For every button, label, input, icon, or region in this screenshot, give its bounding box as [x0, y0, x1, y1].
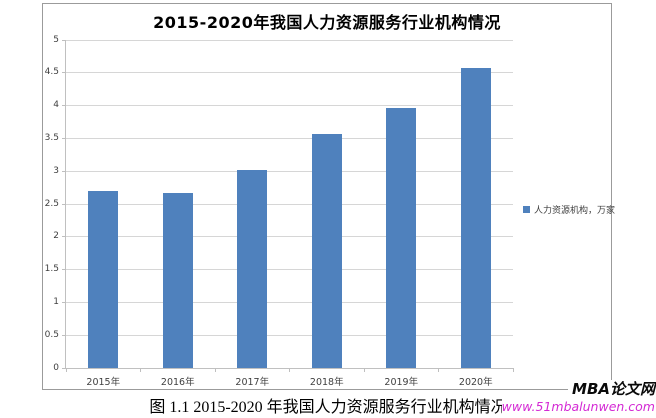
x-axis-tick-mark: [140, 368, 141, 372]
bar-2016年: [162, 192, 193, 368]
legend-marker-swatch: [523, 206, 530, 213]
gridline: [66, 39, 513, 41]
x-axis-tick-label: 2019年: [384, 377, 419, 388]
y-axis-tick-mark: [62, 269, 66, 271]
gridline: [66, 269, 513, 271]
gridline: [66, 170, 513, 172]
y-axis-tick-label: 0.5: [44, 329, 59, 340]
y-axis-tick-mark: [62, 72, 66, 74]
y-axis-tick-mark: [62, 203, 66, 205]
chart-title: 2015-2020年我国人力资源服务行业机构情况: [153, 13, 501, 32]
y-axis-tick-mark: [62, 236, 66, 238]
bar-2017年: [237, 169, 268, 368]
x-axis-tick-label: 2018年: [309, 377, 344, 388]
y-axis-tick-label: 0: [53, 362, 59, 373]
gridline: [66, 301, 513, 303]
bar-2020年: [460, 67, 491, 368]
y-axis-tick-label: 5: [53, 34, 59, 45]
watermark-url: www.51mbalunwen.com: [501, 399, 655, 414]
x-axis-tick-mark: [438, 368, 439, 372]
y-axis-tick-mark: [62, 137, 66, 139]
y-axis-tick-label: 3: [53, 165, 59, 176]
y-axis-tick-label: 3.5: [44, 132, 59, 143]
gridline: [66, 236, 513, 238]
legend-label: 人力资源机构，万家: [534, 206, 616, 216]
x-axis-tick-label: 2016年: [160, 377, 195, 388]
x-axis-tick-mark: [214, 368, 216, 372]
y-axis-tick-mark: [62, 39, 66, 41]
x-axis-tick-label: 2015年: [86, 377, 121, 388]
legend: 人力资源机构，万家: [523, 203, 615, 216]
gridline: [66, 105, 513, 107]
x-axis-tick-mark: [289, 368, 290, 372]
gridline: [66, 334, 513, 336]
y-axis-tick-label: 4: [53, 100, 59, 111]
x-axis-tick-mark: [65, 368, 67, 372]
y-axis-tick-label: 1.5: [44, 264, 59, 275]
y-axis-tick-mark: [62, 170, 66, 172]
y-axis-tick-mark: [62, 105, 66, 107]
y-axis-tick-mark: [62, 367, 66, 369]
x-axis-tick-mark: [363, 368, 365, 372]
bar-2015年: [88, 190, 119, 368]
y-axis-tick-label: 4.5: [44, 67, 59, 78]
x-axis-tick-label: 2017年: [235, 377, 270, 388]
y-axis-tick-label: 2: [53, 231, 59, 242]
x-axis-tick-mark: [512, 368, 514, 372]
gridline: [66, 203, 513, 205]
bar-2018年: [311, 133, 342, 368]
y-axis-tick-mark: [62, 301, 66, 303]
gridline: [66, 72, 513, 74]
y-axis-tick-mark: [62, 334, 66, 336]
gridline: [66, 137, 513, 139]
bar-2019年: [386, 108, 417, 368]
x-axis-tick-label: 2020年: [458, 377, 493, 388]
figure-caption: 图 1.1 2015-2020 年我国人力资源服务行业机构情况: [149, 399, 507, 416]
y-axis-tick-label: 2.5: [44, 198, 59, 209]
watermark-site-name: MBA论文网: [568, 380, 655, 398]
y-axis-tick-label: 1: [53, 296, 59, 307]
plot-area: 0 0.5 1 1.5 2 2.5 3 3.5 4 4.5 5 2015年 2016年 2017年 2018…: [45, 35, 514, 388]
